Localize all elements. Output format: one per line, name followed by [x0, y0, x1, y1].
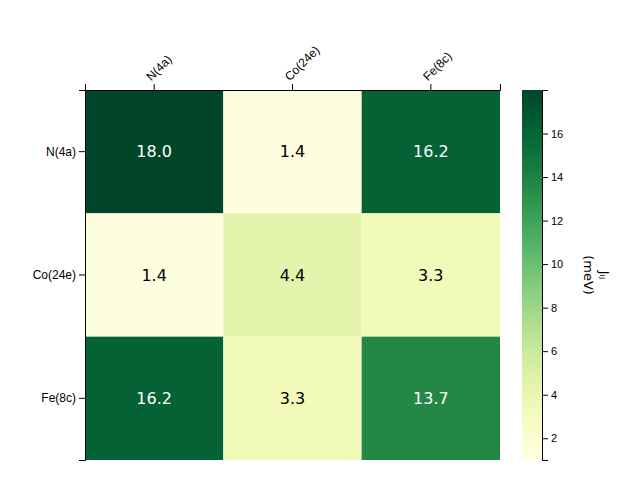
- heatmap-cell: [223, 90, 361, 213]
- y-axis: N(4a) Co(24e) Fe(8c): [33, 91, 86, 461]
- heatmap-cell: [362, 90, 500, 213]
- x-tick: N(4a): [144, 53, 175, 90]
- colorbar-tick-label: 8: [551, 302, 557, 314]
- y-tick-mark: [79, 151, 85, 152]
- y-tick: Co(24e): [33, 268, 85, 282]
- colorbar-tick-mark: [542, 221, 548, 222]
- colorbar-tick-mark: [542, 264, 548, 265]
- heatmap-cell: [223, 213, 361, 336]
- y-tick-label: N(4a): [46, 145, 76, 159]
- colorbar-tick: 16: [542, 128, 563, 140]
- heatmap-cell: [85, 337, 223, 460]
- colorbar-tick: 12: [542, 215, 563, 227]
- x-tick-label: Co(24e): [282, 43, 323, 84]
- data-label: 3.3: [418, 266, 443, 285]
- colorbar-tick: 10: [542, 258, 563, 270]
- data-label: 16.2: [413, 142, 449, 161]
- colorbar-tick: 4: [542, 389, 557, 401]
- x-tick-label: N(4a): [144, 53, 175, 84]
- y-tick-mark: [79, 275, 85, 276]
- plot-area: 18.0 1.4 16.2 1.4 4.4 3.3 16.2 3.3 13.7 N(4a) Co(2…: [33, 43, 612, 460]
- y-tick-mark: [79, 398, 85, 399]
- heatmap-cell: [223, 337, 361, 460]
- x-tick: Co(24e): [282, 43, 323, 90]
- chart-svg: 18.0 1.4 16.2 1.4 4.4 3.3 16.2 3.3 13.7 N(4a) Co(2…: [0, 0, 640, 480]
- colorbar-tick: 2: [542, 432, 557, 444]
- y-tick-label: Fe(8c): [41, 391, 76, 405]
- colorbar-tick-mark: [542, 134, 548, 135]
- colorbar-gradient: [522, 90, 542, 460]
- y-axis-line: [79, 91, 86, 461]
- colorbar-tick: 14: [542, 171, 563, 183]
- colorbar-tick-label: 16: [551, 128, 563, 140]
- data-label: 3.3: [280, 389, 305, 408]
- data-label: 16.2: [136, 389, 172, 408]
- cells: [85, 90, 500, 460]
- colorbar: 2 4 6 8 10 12 14 16 Jᵢⱼ(meV): [522, 90, 612, 461]
- colorbar-tick-label: 4: [551, 389, 557, 401]
- heatmap-cell: [85, 90, 223, 213]
- x-axis: N(4a) Co(24e) Fe(8c): [86, 43, 501, 90]
- x-axis-line: [86, 84, 501, 91]
- colorbar-tick-mark: [542, 351, 548, 352]
- heatmap-cell: [85, 213, 223, 336]
- x-tick: Fe(8c): [420, 49, 454, 90]
- x-tick-mark: [430, 84, 431, 90]
- colorbar-tick-mark: [542, 308, 548, 309]
- colorbar-tick-label: 14: [551, 171, 563, 183]
- colorbar-tick: 6: [542, 345, 557, 357]
- data-label: 1.4: [280, 142, 305, 161]
- y-tick: Fe(8c): [41, 391, 85, 405]
- colorbar-tick-label: 12: [551, 215, 563, 227]
- y-tick-label: Co(24e): [33, 268, 76, 282]
- data-label: 18.0: [136, 142, 172, 161]
- heatmap-cell: [362, 213, 500, 336]
- colorbar-tick-label: 2: [551, 432, 557, 444]
- colorbar-tick: 8: [542, 302, 557, 314]
- data-label: 13.7: [413, 389, 449, 408]
- colorbar-label: Jᵢⱼ(meV): [581, 255, 612, 295]
- data-label: 1.4: [141, 266, 166, 285]
- y-tick: N(4a): [46, 145, 85, 159]
- data-labels: 18.0 1.4 16.2 1.4 4.4 3.3 16.2 3.3 13.7: [136, 142, 448, 408]
- colorbar-axis-line: [543, 91, 549, 461]
- x-tick-mark: [154, 84, 155, 90]
- colorbar-tick-mark: [542, 395, 548, 396]
- colorbar-tick-mark: [542, 177, 548, 178]
- colorbar-tick-label: 6: [551, 345, 557, 357]
- x-tick-mark: [292, 84, 293, 90]
- x-tick-label: Fe(8c): [420, 49, 454, 83]
- colorbar-tick-label: 10: [551, 258, 563, 270]
- data-label: 4.4: [280, 266, 305, 285]
- colorbar-axis: 2 4 6 8 10 12 14 16: [542, 91, 563, 461]
- colorbar-tick-mark: [542, 438, 548, 439]
- heatmap-cell: [362, 337, 500, 460]
